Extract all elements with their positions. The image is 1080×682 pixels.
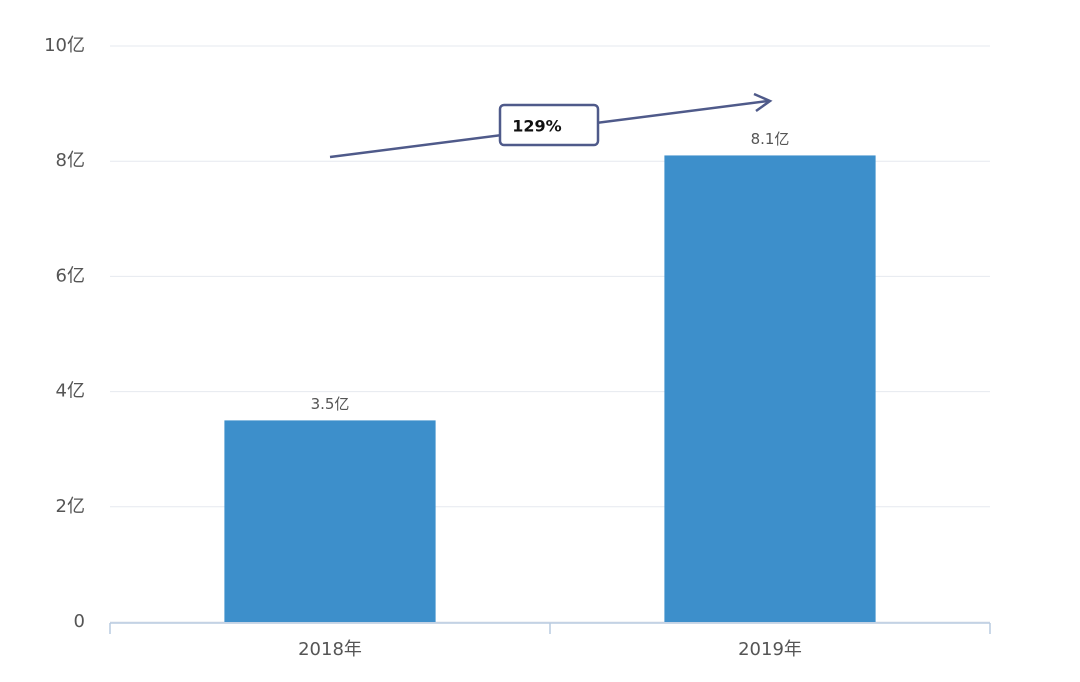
value-label: 8.1亿 bbox=[751, 130, 790, 148]
bar bbox=[664, 155, 876, 622]
value-label: 3.5亿 bbox=[311, 395, 350, 413]
annotation-box bbox=[498, 103, 600, 147]
annotation: 129% bbox=[512, 117, 561, 136]
y-tick-label: 8亿 bbox=[56, 150, 85, 171]
x-tick-label: 2018年 bbox=[298, 639, 362, 660]
arrow-head bbox=[753, 92, 773, 113]
y-tick-label: 2亿 bbox=[56, 496, 85, 517]
y-tick-label: 10亿 bbox=[44, 35, 85, 56]
bar bbox=[224, 420, 436, 622]
y-tick-label: 0 bbox=[74, 611, 85, 632]
x-tick-label: 2019年 bbox=[738, 639, 802, 660]
y-tick-label: 4亿 bbox=[56, 381, 85, 402]
y-tick-label: 6亿 bbox=[56, 265, 85, 286]
